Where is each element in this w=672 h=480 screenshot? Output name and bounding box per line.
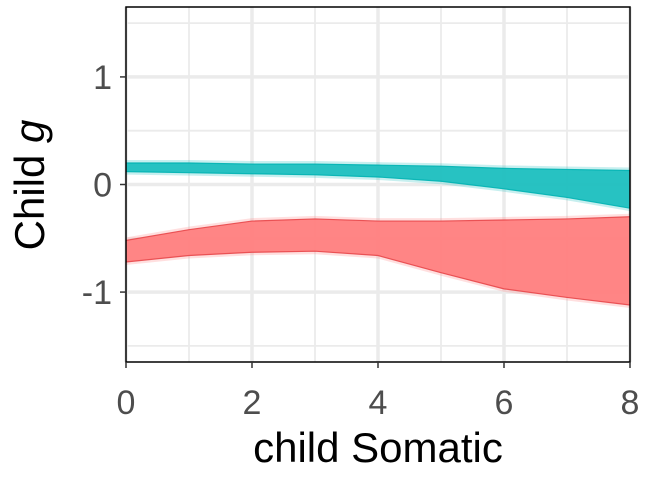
series-1-upper-line	[126, 162, 631, 172]
series-2	[125, 213, 631, 308]
series-1	[125, 159, 631, 212]
series-2-band	[126, 216, 630, 305]
x-axis-title: child Somatic	[253, 424, 503, 471]
series-2-upper-line	[125, 216, 631, 242]
y-tick-label: -1	[82, 274, 112, 312]
x-tick-label: 6	[495, 384, 514, 422]
x-tick-label: 2	[243, 384, 262, 422]
series-layer	[125, 159, 631, 308]
x-tick-label: 0	[117, 384, 136, 422]
x-tick-label: 4	[369, 384, 388, 422]
y-axis-title: Child g	[6, 120, 53, 251]
series-2-lower-line	[125, 250, 631, 306]
y-tick-label: 1	[93, 59, 112, 97]
y-tick-label: 0	[93, 167, 112, 205]
series-1-band	[126, 162, 630, 209]
x-axis-ticks: 0 2 4 6 8	[117, 362, 640, 422]
series-1-lower-line	[125, 170, 631, 209]
y-axis-ticks: -1 0 1	[82, 59, 126, 312]
y-axis-title-prefix: Child	[6, 143, 53, 250]
y-axis-title-italic: g	[6, 120, 53, 143]
x-tick-label: 8	[621, 384, 640, 422]
